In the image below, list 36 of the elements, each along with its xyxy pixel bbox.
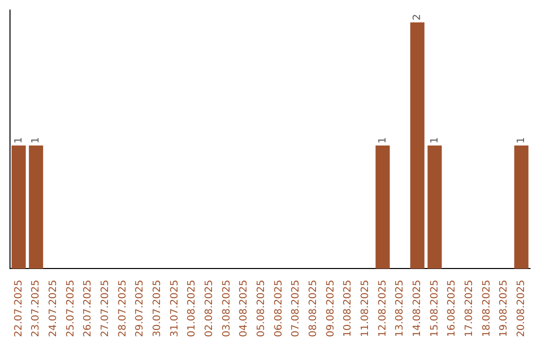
x-tick-label: 01.08.2025 xyxy=(186,280,198,338)
x-tick-label: 08.08.2025 xyxy=(308,280,319,338)
x-tick-label: 06.08.2025 xyxy=(273,280,284,338)
x-tick-label: 29.07.2025 xyxy=(134,280,146,338)
x-tick-label: 26.07.2025 xyxy=(82,280,94,338)
x-tick-label: 23.07.2025 xyxy=(30,280,42,338)
x-tick-label: 05.08.2025 xyxy=(256,280,267,338)
x-tick-label: 20.08.2025 xyxy=(516,280,527,338)
x-tick-label: 30.07.2025 xyxy=(152,280,163,338)
x-tick-label: 12.08.2025 xyxy=(377,280,388,338)
x-tick-label: 15.08.2025 xyxy=(429,280,440,338)
x-tick-label: 31.07.2025 xyxy=(169,280,180,338)
data-label: 1 xyxy=(30,137,42,144)
x-tick-label: 16.08.2025 xyxy=(446,280,458,338)
x-tick-label: 13.08.2025 xyxy=(394,280,406,338)
data-label: 1 xyxy=(13,137,24,144)
x-tick-label: 07.08.2025 xyxy=(290,280,302,338)
data-label: 1 xyxy=(377,137,388,144)
x-tick-label: 09.08.2025 xyxy=(325,280,336,338)
data-label: 1 xyxy=(516,137,527,144)
x-tick-label: 03.08.2025 xyxy=(221,280,232,338)
x-tick-label: 14.08.2025 xyxy=(412,280,423,338)
data-label: 1 xyxy=(429,137,440,144)
x-tick-label: 18.08.2025 xyxy=(481,280,492,338)
x-tick-label: 02.08.2025 xyxy=(204,280,215,338)
x-tick-label: 17.08.2025 xyxy=(464,280,475,338)
x-tick-label: 27.07.2025 xyxy=(100,280,111,338)
x-tick-label: 04.08.2025 xyxy=(238,280,250,338)
x-tick-label: 25.07.2025 xyxy=(65,280,76,338)
x-tick-label: 22.07.2025 xyxy=(13,280,24,338)
x-tick-label: 10.08.2025 xyxy=(342,280,354,338)
x-tick-label: 19.08.2025 xyxy=(498,280,510,338)
data-label: 2 xyxy=(412,14,423,20)
x-tick-label: 11.08.2025 xyxy=(360,280,371,338)
x-tick-label: 28.07.2025 xyxy=(117,280,128,338)
x-tick-label: 24.07.2025 xyxy=(48,280,59,338)
